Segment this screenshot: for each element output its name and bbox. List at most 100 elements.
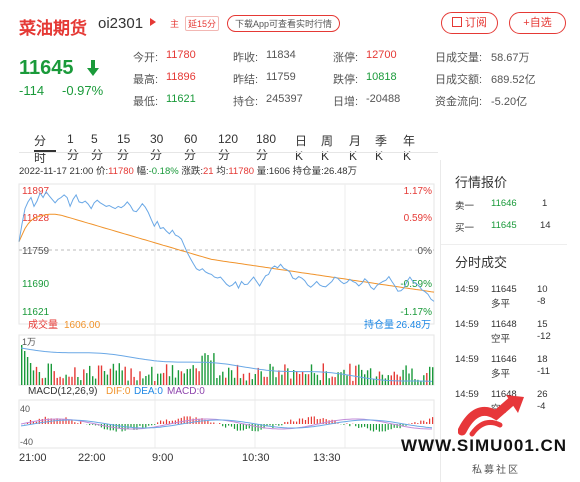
pct-tick-top: 1.17% — [404, 186, 432, 197]
macd-bar — [38, 418, 40, 424]
quote-header: 菜油期货 oi2301 主 延15分 下载App可查看实时行情 订阅 +自选 1… — [0, 0, 580, 130]
trade-oi-delta: -11 — [537, 366, 551, 377]
macd-bar — [349, 424, 351, 427]
volume-bar — [322, 363, 324, 385]
macd-bar — [375, 424, 377, 430]
volume-bar — [115, 370, 117, 385]
volume-bar — [124, 366, 126, 385]
download-app-link[interactable]: 下载App可查看实时行情 — [227, 15, 341, 32]
info-datetime: 2022-11-17 21:00 — [19, 166, 94, 177]
macd-bar — [269, 424, 271, 426]
volume-bar — [254, 374, 256, 385]
trade-price: 11645 — [491, 284, 517, 295]
tab-yearly-k[interactable]: 年K — [403, 134, 416, 163]
volume-bar — [160, 373, 162, 385]
volume-bar — [417, 379, 419, 385]
volume-bar — [35, 366, 38, 385]
macd-bar — [266, 424, 268, 427]
volume-bar — [165, 364, 168, 385]
price-tick-2: 11828 — [22, 213, 50, 224]
volume-bar — [162, 372, 165, 385]
macd-bar — [121, 424, 123, 432]
macd-dif: DIF:0 — [106, 386, 131, 397]
tab-15min[interactable]: 15分 — [117, 132, 131, 162]
limit-up-value: 12700 — [366, 49, 397, 61]
macd-bar — [405, 424, 407, 426]
volume-bar — [245, 380, 248, 385]
tab-1min[interactable]: 1分 — [67, 132, 80, 162]
volume-bar — [411, 368, 413, 385]
limit-up-label: 涨停: — [333, 52, 359, 64]
volume-bar — [307, 374, 310, 385]
macd-bar — [399, 424, 401, 429]
macd-bar — [148, 424, 150, 426]
daily-inc-label: 日增: — [333, 96, 359, 108]
tab-180min[interactable]: 180分 — [256, 132, 277, 162]
macd-bar — [429, 418, 431, 424]
tab-intraday[interactable]: 分时 — [34, 134, 47, 165]
volume-bar — [358, 364, 360, 385]
oi-label: 持仓量 — [364, 318, 394, 331]
macd-bar — [245, 424, 247, 429]
tab-60min[interactable]: 60分 — [184, 132, 198, 162]
volume-bar — [44, 377, 47, 385]
volume-bar — [432, 367, 434, 385]
volume-bar — [53, 371, 55, 385]
volume-bar — [228, 367, 230, 385]
macd-bar — [381, 424, 383, 432]
tab-monthly-k[interactable]: 月K — [349, 134, 362, 163]
volume-bar — [145, 376, 147, 385]
tab-daily-k[interactable]: 日K — [295, 134, 308, 163]
prev-settle-label: 昨结: — [233, 74, 259, 86]
volume-bar — [118, 363, 120, 385]
volume-bar — [121, 370, 123, 385]
info-change-label: 涨跌: — [181, 166, 203, 177]
trade-type: 多平 — [491, 369, 511, 380]
time-tick-4: 10:30 — [242, 452, 270, 464]
tab-120min[interactable]: 120分 — [218, 132, 239, 162]
volume-bar — [130, 368, 132, 385]
volume-bar — [148, 374, 150, 385]
oi-value: 26.48万 — [396, 320, 431, 331]
macd-bar — [62, 419, 64, 424]
trade-volume: 15 — [537, 319, 548, 330]
volume-bar — [86, 373, 88, 385]
volume-bar — [343, 369, 345, 385]
volume-bar — [352, 380, 354, 385]
info-oi-label: 持仓量: — [292, 166, 324, 177]
macd-bar — [225, 424, 227, 428]
trade-type: 空平 — [491, 334, 511, 345]
tab-30min[interactable]: 30分 — [150, 132, 164, 162]
macd-bar — [290, 419, 292, 424]
tab-quarterly-k[interactable]: 季K — [375, 134, 388, 163]
tab-weekly-k[interactable]: 周K — [321, 134, 334, 163]
volume-bar — [319, 380, 321, 385]
volume-bar — [65, 374, 67, 385]
intraday-chart[interactable]: 11897 11828 11759 11690 11621 1.17% 0.59… — [0, 180, 440, 480]
sell1-label: 卖一 — [455, 201, 475, 212]
price-change: -114 — [19, 83, 45, 98]
macd-bar — [355, 424, 357, 427]
macd-bar — [183, 416, 185, 424]
info-range: -0.18% — [148, 166, 179, 177]
macd-bar — [204, 419, 206, 424]
trade-price: 11648 — [491, 319, 517, 330]
play-triangle-icon[interactable] — [150, 18, 156, 26]
macd-bar — [343, 424, 345, 425]
macd-bar — [145, 424, 147, 428]
volume-bar — [198, 371, 200, 385]
subscribe-button[interactable]: 订阅 — [441, 12, 498, 34]
macd-bar — [301, 418, 304, 424]
tab-5min[interactable]: 5分 — [91, 132, 104, 162]
sell1-vol: 1 — [542, 198, 548, 209]
volume-bar — [408, 373, 410, 385]
macd-bar — [287, 421, 289, 424]
trade-type: 多平 — [491, 299, 511, 310]
watermark-logo-icon — [458, 395, 524, 437]
volume-bar — [375, 376, 378, 385]
volume-bar — [248, 372, 251, 385]
add-watchlist-button[interactable]: +自选 — [509, 12, 566, 34]
watermark-site: WWW.SIMU001.CN — [401, 436, 568, 455]
macd-bar — [177, 418, 179, 424]
volume-bar — [257, 367, 259, 385]
